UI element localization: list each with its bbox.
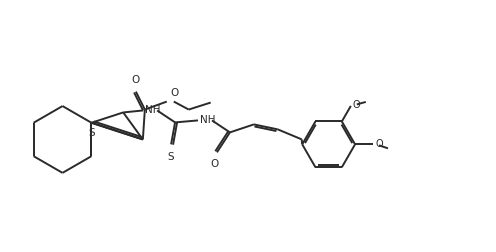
- Text: O: O: [171, 88, 179, 98]
- Text: S: S: [168, 152, 175, 162]
- Text: O: O: [211, 159, 219, 169]
- Text: O: O: [353, 100, 361, 110]
- Text: S: S: [88, 128, 95, 138]
- Text: NH: NH: [145, 105, 161, 115]
- Text: O: O: [375, 139, 382, 149]
- Text: O: O: [132, 75, 140, 85]
- Text: NH: NH: [200, 115, 215, 125]
